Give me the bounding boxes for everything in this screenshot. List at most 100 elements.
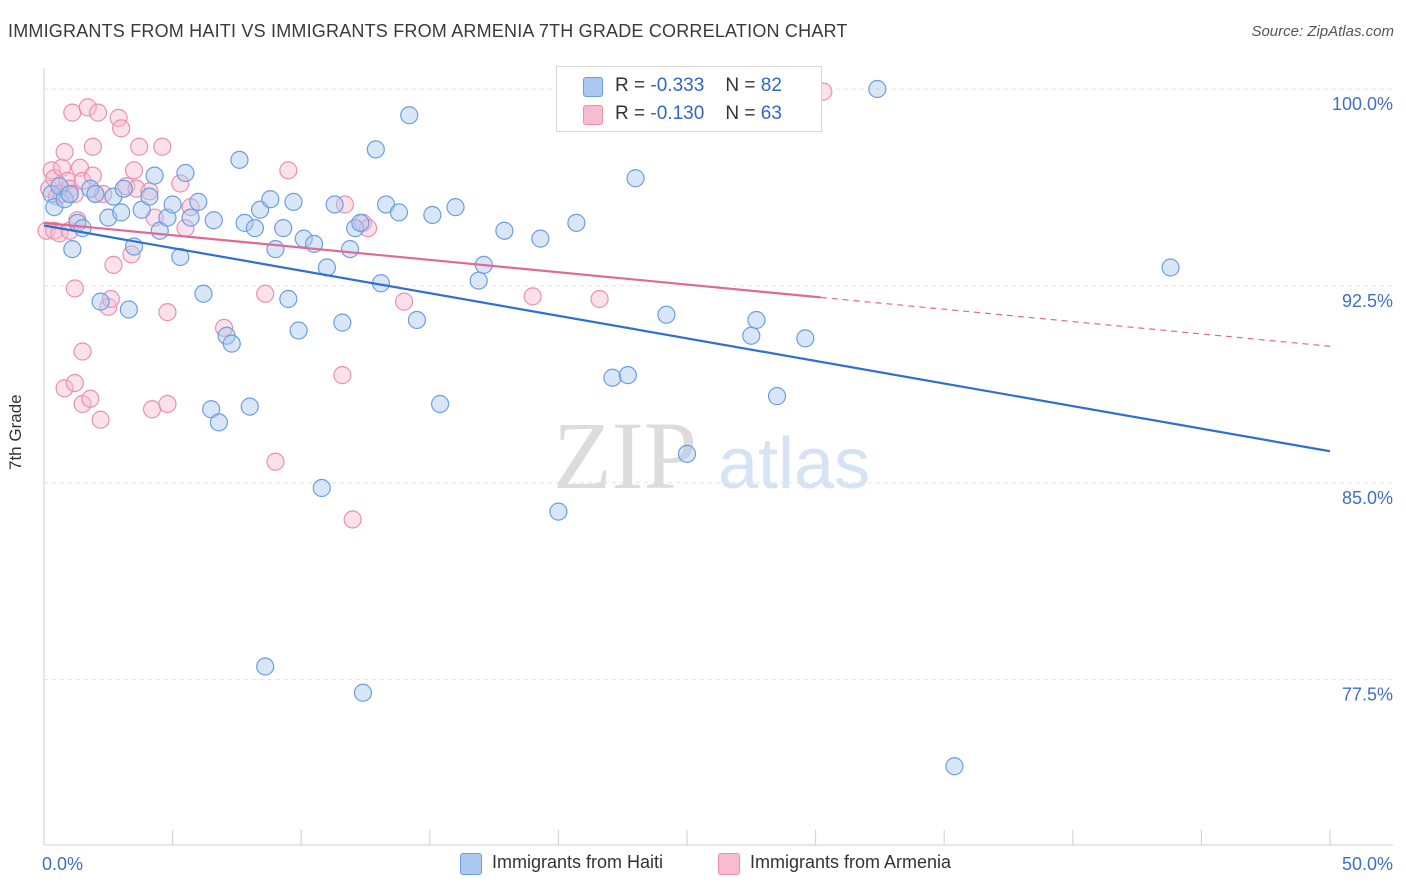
armenia-point [88, 103, 108, 122]
haiti-point [86, 184, 105, 204]
haiti-point [55, 190, 74, 209]
y-tick-label: 85.0% [1342, 488, 1393, 508]
x-tick-label-max: 50.0% [1342, 854, 1393, 874]
armenia-point [55, 142, 74, 162]
haiti-point [945, 757, 964, 776]
y-tick-labels: 77.5% 85.0% 92.5% 100.0% [1332, 94, 1393, 705]
armenia-point [81, 389, 100, 408]
armenia-legend-label: Immigrants from Armenia [750, 852, 952, 872]
watermark-zip: ZIP [553, 402, 697, 509]
trend-lines [43, 221, 1331, 453]
haiti-point [222, 334, 241, 353]
haiti-point [284, 192, 303, 211]
armenia-point [117, 177, 136, 196]
haiti-point [495, 221, 514, 240]
legend-armenia-n-value: 63 [760, 103, 782, 124]
armenia-point [63, 103, 82, 122]
source-credit: Source: ZipAtlas.com [1251, 23, 1394, 40]
haiti-point [235, 213, 254, 232]
haiti-point [531, 229, 550, 248]
haiti-point [742, 326, 761, 345]
haiti-point [868, 79, 887, 99]
haiti-point [312, 478, 331, 498]
armenia-point [394, 292, 414, 311]
haiti-point [549, 502, 568, 521]
haiti-point [81, 179, 100, 198]
haiti-swatch [583, 77, 603, 97]
armenia-point [142, 400, 162, 419]
haiti-legend-label: Immigrants from Haiti [492, 852, 664, 872]
haiti-point [256, 657, 275, 676]
haiti-point [63, 240, 82, 259]
haiti-point [567, 213, 586, 232]
armenia-point [55, 379, 74, 398]
haiti-point [626, 169, 645, 188]
haiti-point [181, 208, 200, 227]
haiti-point [430, 394, 450, 414]
haiti-point [145, 166, 164, 185]
haiti-point [333, 313, 352, 332]
haiti-point [618, 366, 637, 385]
grid-lines [44, 88, 1393, 681]
haiti-point [389, 203, 409, 222]
armenia-point [343, 510, 362, 529]
haiti-point [353, 683, 373, 702]
armenia-point [153, 137, 172, 156]
haiti-point [279, 289, 298, 309]
y-tick-label: 100.0% [1332, 94, 1393, 114]
legend-armenia-n-label: N = [725, 103, 756, 124]
legend-haiti-n-value: 82 [760, 75, 782, 96]
armenia-point [130, 137, 149, 156]
haiti-point [245, 219, 265, 238]
haiti-point [346, 219, 365, 238]
armenia-swatch [583, 105, 603, 125]
legend-armenia-r-value: -0.130 [650, 103, 705, 124]
armenia-point [124, 161, 144, 180]
haiti-point [230, 150, 249, 169]
haiti-trend-line [43, 224, 1331, 453]
haiti-point [112, 203, 131, 222]
haiti-legend-swatch [460, 853, 482, 875]
armenia-point [266, 452, 285, 471]
haiti-point [119, 300, 138, 319]
x-tick-marks [43, 830, 1331, 845]
haiti-point [266, 240, 285, 259]
armenia-point [256, 284, 275, 303]
armenia-trend-extension [820, 296, 1331, 347]
armenia-point [333, 366, 352, 385]
haiti-point [114, 179, 133, 198]
armenia-point [158, 303, 177, 322]
haiti-point [677, 444, 697, 463]
armenia-point [523, 287, 542, 306]
armenia-point [171, 174, 190, 193]
armenia-point [104, 255, 123, 274]
armenia-point [78, 98, 97, 117]
haiti-point [747, 310, 766, 330]
haiti-point [351, 213, 370, 232]
armenia-point [590, 289, 609, 309]
y-tick-label: 77.5% [1342, 685, 1393, 705]
haiti-point [60, 184, 79, 204]
legend-haiti-r-label: R = [615, 75, 646, 96]
armenia-point [65, 279, 84, 298]
haiti-point [400, 106, 419, 125]
haiti-point [140, 187, 159, 206]
haiti-point [657, 305, 676, 324]
haiti-point [289, 321, 308, 340]
haiti-point [176, 163, 195, 183]
armenia-point [109, 108, 128, 127]
haiti-point [796, 329, 815, 348]
legend-haiti-text: R = -0.333 N = 82 [615, 75, 782, 97]
armenia-point [101, 289, 120, 309]
haiti-point [261, 190, 280, 209]
y-tick-label: 92.5% [1342, 291, 1393, 311]
haiti-point [209, 413, 228, 432]
haiti-point [423, 205, 442, 225]
legend-armenia-text: R = -0.130 N = 63 [615, 103, 782, 125]
watermark: ZIP atlas [553, 402, 870, 509]
haiti-point [603, 368, 622, 387]
chart-title: IMMIGRANTS FROM HAITI VS IMMIGRANTS FROM… [8, 21, 848, 41]
haiti-point [240, 397, 259, 416]
haiti-point [204, 211, 223, 230]
watermark-atlas: atlas [718, 424, 870, 504]
